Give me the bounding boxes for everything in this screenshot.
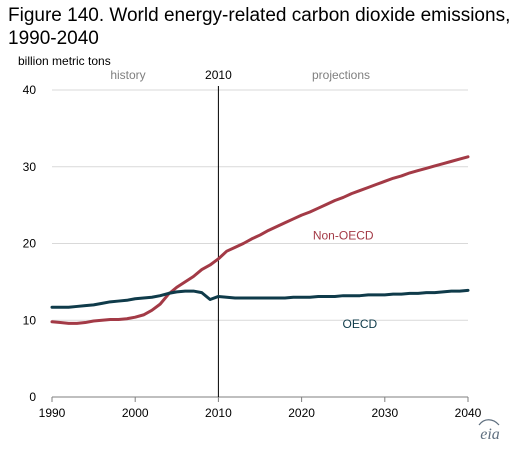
x-tick-label: 2020: [288, 406, 315, 420]
y-axis-unit-label: billion metric tons: [18, 54, 111, 68]
y-tick-label: 0: [29, 390, 36, 404]
non-oecd-series-label: Non-OECD: [313, 229, 374, 243]
logo-layer: eia: [478, 419, 500, 443]
y-tick-label: 40: [23, 83, 37, 97]
x-tick-label: 2030: [371, 406, 398, 420]
history-label: history: [110, 68, 145, 82]
non-oecd-series-line: [50, 155, 470, 325]
eia-logo-text: eia: [480, 426, 500, 443]
annotation-layer: 2010 history projections: [110, 68, 370, 397]
oecd-series-line: [50, 288, 470, 309]
x-tick-label: 1990: [39, 406, 66, 420]
series-layer: [50, 155, 470, 325]
y-tick-label: 30: [23, 160, 37, 174]
x-tick-label: 2040: [455, 406, 482, 420]
y-tick-label: 20: [23, 237, 37, 251]
y-tick-label: 10: [23, 313, 37, 327]
label-layer: Non-OECD OECD: [313, 229, 378, 331]
eia-logo-arc-icon: [478, 419, 500, 426]
x-tick-label: 2000: [122, 406, 149, 420]
oecd-series-label: OECD: [343, 317, 378, 331]
grid-layer: [52, 89, 468, 321]
divider-year-label: 2010: [205, 68, 232, 82]
projections-label: projections: [312, 68, 370, 82]
chart-title: Figure 140. World energy-related carbon …: [8, 5, 511, 49]
x-tick-label: 2010: [205, 406, 232, 420]
